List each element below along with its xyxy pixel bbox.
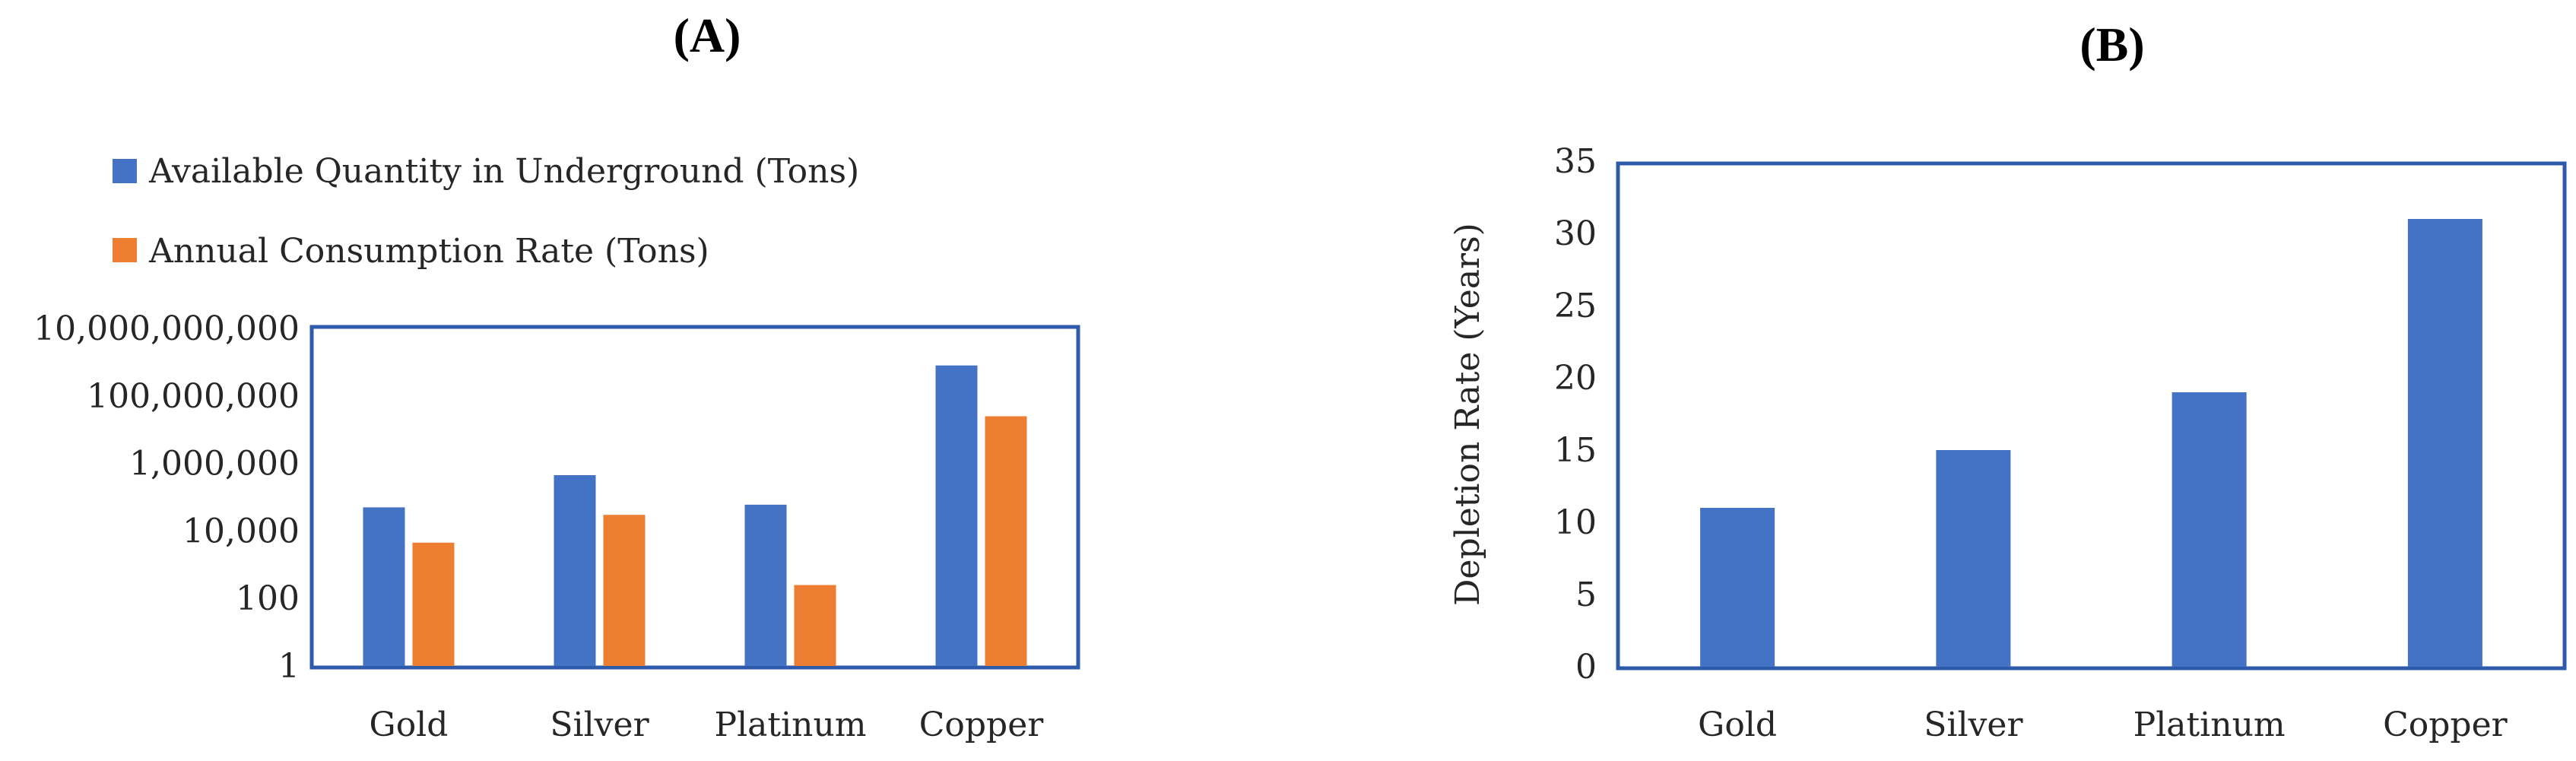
panel-a-bars bbox=[363, 365, 1027, 666]
panel-b-y-axis-title: Depletion Rate (Years) bbox=[1448, 223, 1487, 606]
panel-b: (B) Depletion Rate (Years) 0 5 10 15 20 25 30 3… bbox=[1448, 17, 2567, 744]
panel-b-plot-frame bbox=[1616, 161, 2567, 671]
panel-b-categories: Gold Silver Platinum Copper bbox=[1698, 706, 2508, 744]
y-tick-label: 10,000 bbox=[182, 512, 300, 550]
bar-gold-series-1 bbox=[363, 507, 405, 666]
y-tick-label: 1,000,000 bbox=[129, 445, 300, 484]
y-tick-label: 10 bbox=[1554, 503, 1597, 542]
y-tick-label: 1 bbox=[278, 647, 300, 686]
category-label: Copper bbox=[919, 706, 1045, 744]
legend-swatch-available bbox=[113, 159, 137, 183]
category-label: Gold bbox=[370, 706, 449, 744]
legend-label-consumption: Annual Consumption Rate (Tons) bbox=[148, 232, 709, 271]
bar-platinum-series-1 bbox=[2172, 392, 2247, 667]
bar-gold-series-2 bbox=[412, 542, 455, 666]
legend-label-available: Available Quantity in Underground (Tons) bbox=[148, 152, 859, 191]
panel-a-plot-frame bbox=[309, 325, 1080, 670]
panel-b-y-ticks: 0 5 10 15 20 25 30 35 bbox=[1554, 142, 1597, 686]
y-tick-label: 35 bbox=[1554, 142, 1597, 181]
y-tick-label: 10,000,000,000 bbox=[33, 309, 300, 348]
category-label: Platinum bbox=[714, 706, 866, 744]
bar-copper-series-2 bbox=[985, 416, 1027, 666]
bar-gold-series-1 bbox=[1700, 508, 1775, 667]
category-label: Platinum bbox=[2133, 706, 2286, 744]
bar-copper-series-1 bbox=[2407, 219, 2482, 667]
bar-silver-series-2 bbox=[603, 515, 646, 666]
bar-copper-series-1 bbox=[935, 365, 978, 666]
y-tick-label: 100 bbox=[236, 579, 300, 618]
panel-a-categories: Gold Silver Platinum Copper bbox=[370, 706, 1045, 744]
category-label: Silver bbox=[550, 706, 649, 744]
panel-b-bars bbox=[1700, 219, 2482, 667]
y-tick-label: 25 bbox=[1554, 287, 1597, 325]
legend-swatch-consumption bbox=[113, 238, 137, 262]
category-label: Gold bbox=[1698, 706, 1777, 744]
y-tick-label: 5 bbox=[1575, 576, 1597, 614]
y-tick-label: 30 bbox=[1554, 214, 1597, 253]
category-label: Silver bbox=[1924, 706, 2023, 744]
panel-b-title: (B) bbox=[2080, 17, 2144, 71]
panel-a-title: (A) bbox=[674, 8, 741, 62]
y-tick-label: 20 bbox=[1554, 359, 1597, 398]
bar-silver-series-1 bbox=[1936, 450, 2011, 667]
category-label: Copper bbox=[2383, 706, 2508, 744]
panel-a-legend: Available Quantity in Underground (Tons)… bbox=[113, 152, 859, 271]
panel-a-y-ticks: 1 100 10,000 1,000,000 100,000,000 10,000,000… bbox=[33, 309, 300, 686]
y-tick-label: 100,000,000 bbox=[87, 377, 300, 416]
panel-a: (A) Available Quantity in Underground (T… bbox=[33, 8, 1080, 744]
bar-platinum-series-1 bbox=[744, 504, 787, 666]
bar-platinum-series-2 bbox=[794, 585, 836, 666]
bar-silver-series-1 bbox=[554, 474, 596, 666]
y-tick-label: 15 bbox=[1554, 431, 1597, 470]
y-tick-label: 0 bbox=[1575, 648, 1597, 686]
